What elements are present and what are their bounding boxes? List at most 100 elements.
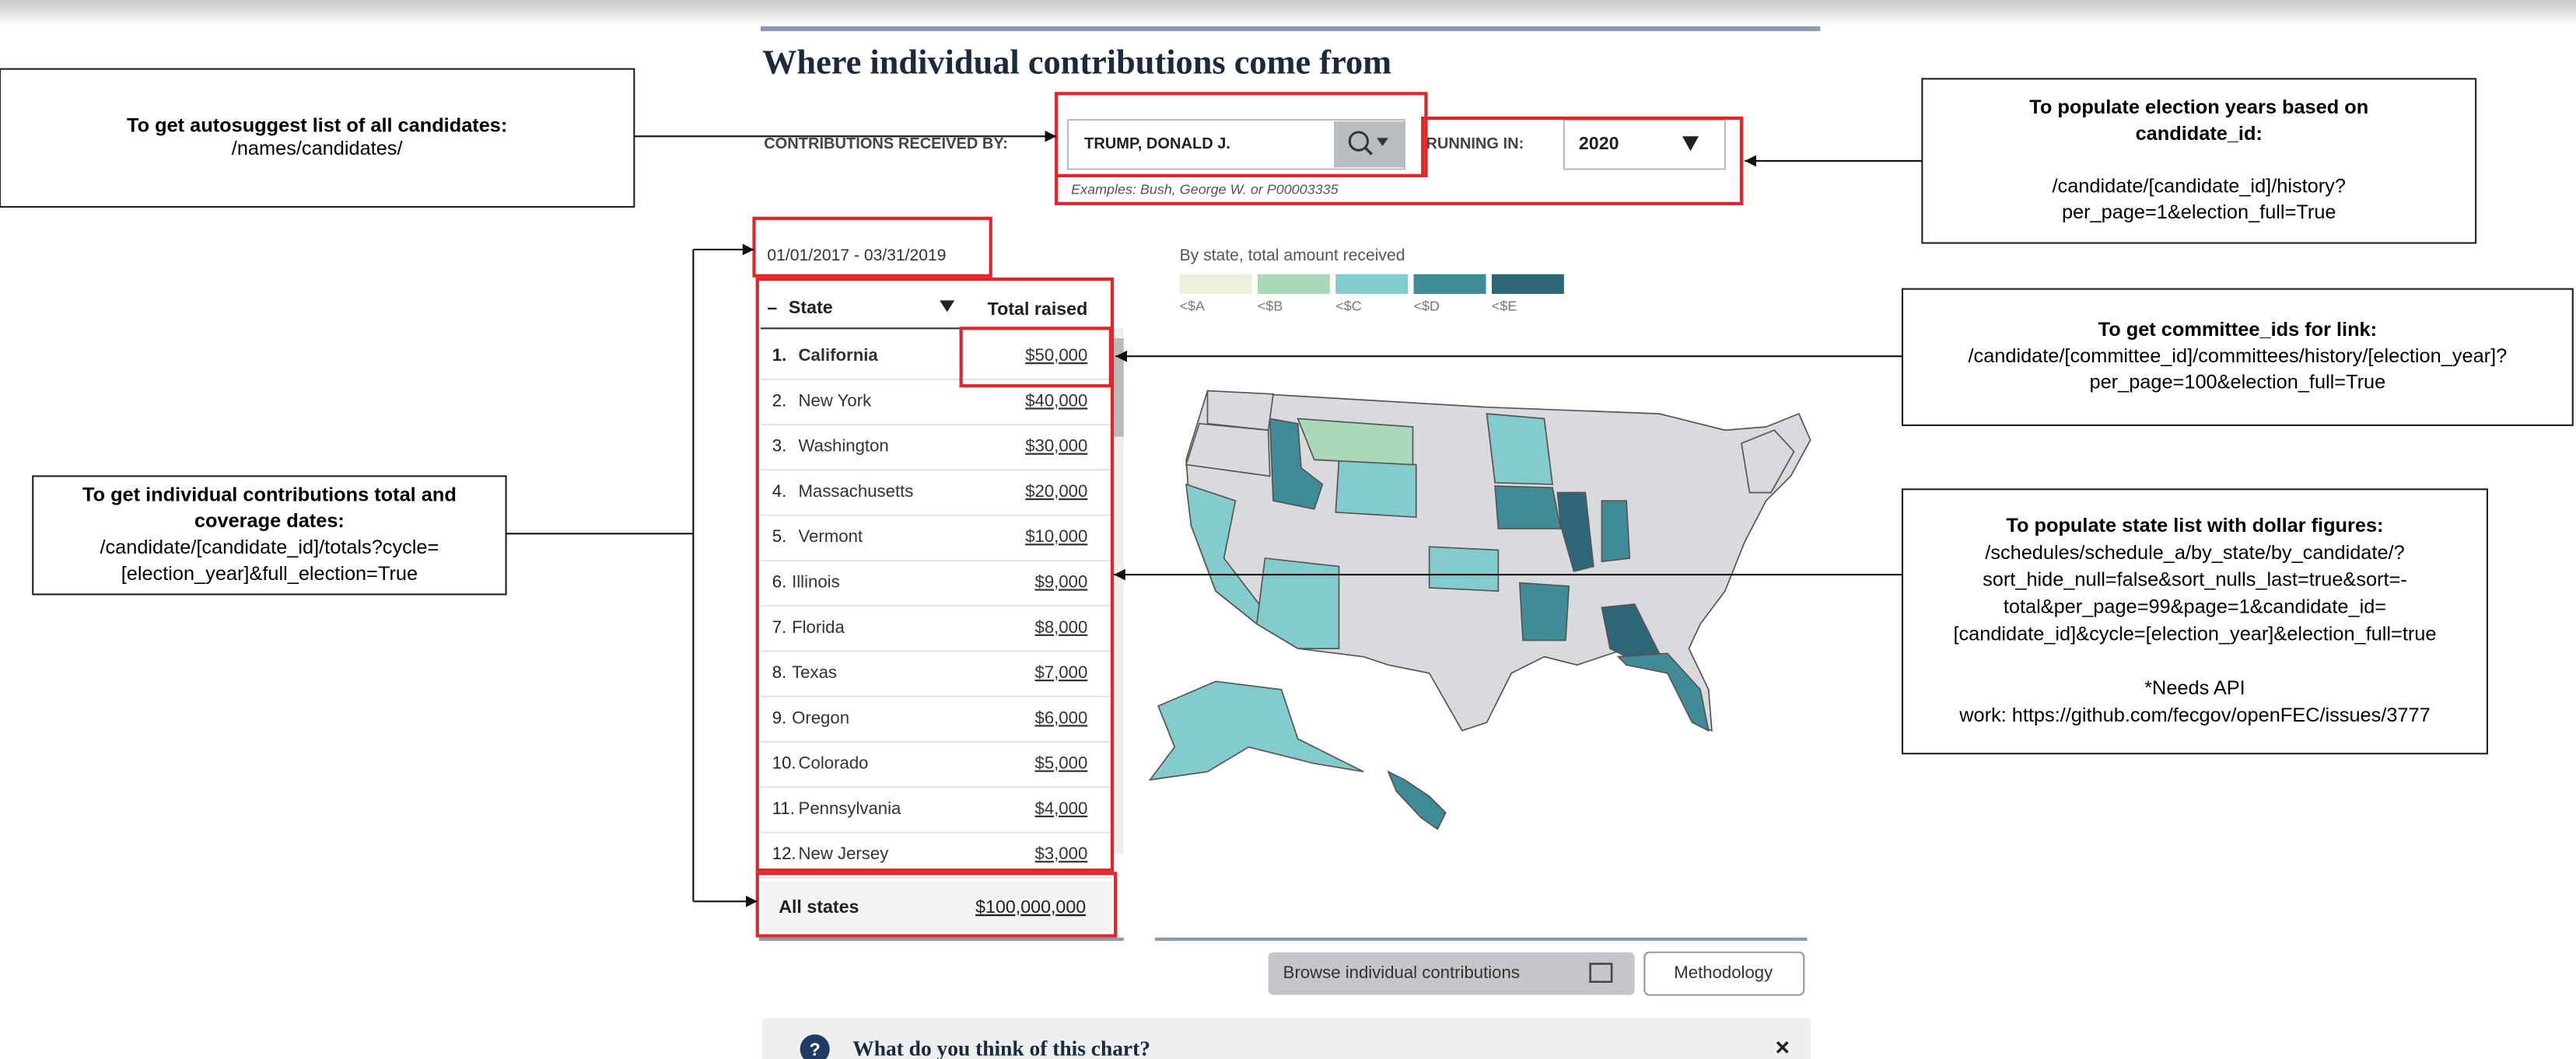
- annotation-heading: To populate state list with dollar figur…: [2006, 515, 2383, 536]
- annotation-text: /candidate/[candidate_id]/history?: [2053, 175, 2346, 197]
- top-shadow: [0, 0, 2576, 26]
- state-montana: [1297, 418, 1414, 466]
- state-total[interactable]: $8,000: [1035, 617, 1088, 637]
- total-row: [760, 881, 1112, 933]
- legend-label: <$D: [1414, 299, 1440, 314]
- annotation-heading: candidate_id:: [2136, 123, 2263, 145]
- legend-label: <$E: [1492, 299, 1517, 314]
- annotation-text: sort_hide_null=false&sort_nulls_last=tru…: [1983, 569, 2407, 591]
- row-rank: 4.: [772, 481, 786, 501]
- annotation-text: *Needs API: [2144, 677, 2245, 699]
- row-rank: 5.: [772, 526, 786, 546]
- highlight-box: [1055, 116, 1744, 205]
- search-button[interactable]: [1334, 121, 1405, 168]
- table-icon: [1589, 963, 1613, 984]
- state-total[interactable]: $10,000: [1025, 526, 1087, 546]
- state-name: Vermont: [799, 526, 863, 546]
- state-minnesota: [1486, 413, 1554, 485]
- state-total[interactable]: $3,000: [1035, 844, 1088, 863]
- state-washington: [1206, 390, 1274, 432]
- browse-button-label[interactable]: Browse individual contributions: [1283, 963, 1520, 982]
- page-title: Where individual contributions come from: [762, 43, 1391, 82]
- row-rank: 11.: [772, 799, 795, 818]
- state-total[interactable]: $7,000: [1035, 662, 1088, 682]
- year-label: RUNNING IN:: [1426, 135, 1524, 152]
- examples-hint: Examples: Bush, George W. or P00003335: [1071, 182, 1339, 197]
- annotation-box: [1901, 488, 2488, 755]
- search-icon: [1364, 146, 1373, 156]
- row-rank: 1.: [772, 345, 786, 365]
- annotation-text: work: https://github.com/fecgov/openFEC/…: [1958, 704, 2430, 726]
- row-rank: 12.: [772, 844, 796, 863]
- annotation-heading: coverage dates:: [194, 510, 345, 532]
- state-new-york: [1741, 429, 1795, 494]
- state-total[interactable]: $50,000: [1025, 345, 1087, 365]
- help-icon: [800, 1034, 830, 1059]
- total-value[interactable]: $100,000,000: [975, 896, 1086, 917]
- annotation-connector: [506, 249, 695, 902]
- annotation-text: [candidate_id]&cycle=[election_year]&ele…: [1953, 623, 2436, 645]
- annotation-text: per_page=1&election_full=True: [2062, 201, 2336, 223]
- state-total[interactable]: $40,000: [1025, 390, 1087, 410]
- annotation-heading: To populate election years based on: [2029, 96, 2368, 118]
- annotation-text: /candidate/[committee_id]/committees/his…: [1969, 345, 2508, 367]
- legend-swatch: [1257, 274, 1330, 294]
- methodology-button-label[interactable]: Methodology: [1674, 963, 1773, 982]
- date-range: 01/01/2017 - 03/31/2019: [767, 246, 946, 264]
- legend-label: <$A: [1180, 299, 1205, 314]
- annotation-text: total&per_page=99&page=1&candidate_id=: [2004, 596, 2386, 618]
- state-name: Washington: [799, 436, 889, 456]
- state-total[interactable]: $9,000: [1035, 571, 1088, 591]
- sort-arrow: [940, 300, 955, 313]
- column-header[interactable]: State: [789, 297, 833, 317]
- annotation-box: [32, 475, 507, 596]
- state-hawaii: [1387, 770, 1447, 830]
- legend-swatch: [1335, 274, 1409, 294]
- state-illinois: [1556, 491, 1594, 572]
- state-name: New Jersey: [799, 844, 890, 863]
- candidate-label: CONTRIBUTIONS RECEIVED BY:: [764, 135, 1008, 152]
- state-name: Illinois: [792, 571, 840, 591]
- state-name: California: [799, 345, 879, 365]
- sort-dash: –: [767, 297, 777, 317]
- annotation-text: /candidate/[candidate_id]/totals?cycle=: [100, 536, 439, 558]
- state-arizona: [1255, 557, 1340, 649]
- state-wyoming: [1335, 459, 1417, 519]
- state-total[interactable]: $5,000: [1035, 753, 1088, 773]
- scroll-track: [1114, 328, 1124, 855]
- us-map: [1148, 390, 1811, 830]
- dropdown-icon: [1377, 138, 1388, 146]
- scroll-thumb[interactable]: [1114, 337, 1124, 437]
- legend-swatch: [1413, 274, 1486, 294]
- annotation-heading: To get individual contributions total an…: [82, 484, 457, 505]
- state-name: Oregon: [792, 708, 849, 727]
- state-total[interactable]: $20,000: [1025, 481, 1087, 501]
- annotation-text: /names/candidates/: [232, 138, 404, 159]
- row-rank: 6.: [772, 571, 786, 591]
- year-value: 2020: [1579, 133, 1619, 153]
- year-select[interactable]: [1563, 119, 1726, 170]
- state-kansas: [1428, 546, 1500, 592]
- state-arkansas: [1518, 582, 1570, 641]
- legend-label: <$B: [1258, 299, 1283, 314]
- methodology-button[interactable]: [1643, 951, 1805, 996]
- close-button[interactable]: ×: [1776, 1033, 1790, 1059]
- state-total[interactable]: $4,000: [1035, 799, 1088, 818]
- browse-button[interactable]: [1268, 952, 1635, 995]
- top-rule: [760, 26, 1821, 32]
- annotation-heading: To get autosuggest list of all candidate…: [127, 114, 507, 136]
- state-total[interactable]: $30,000: [1025, 436, 1087, 456]
- row-rank: 3.: [772, 436, 786, 456]
- state-name: Florida: [792, 617, 845, 637]
- column-header[interactable]: Total raised: [988, 299, 1088, 319]
- annotation-box: [0, 68, 635, 208]
- state-oregon: [1185, 422, 1271, 477]
- legend-title: By state, total amount received: [1180, 246, 1405, 264]
- state-name: Massachusetts: [799, 481, 914, 501]
- state-total[interactable]: $6,000: [1035, 708, 1088, 727]
- highlight-box: [755, 872, 1118, 938]
- highlight-box: [1055, 92, 1428, 178]
- candidate-value: TRUMP, DONALD J.: [1084, 135, 1230, 152]
